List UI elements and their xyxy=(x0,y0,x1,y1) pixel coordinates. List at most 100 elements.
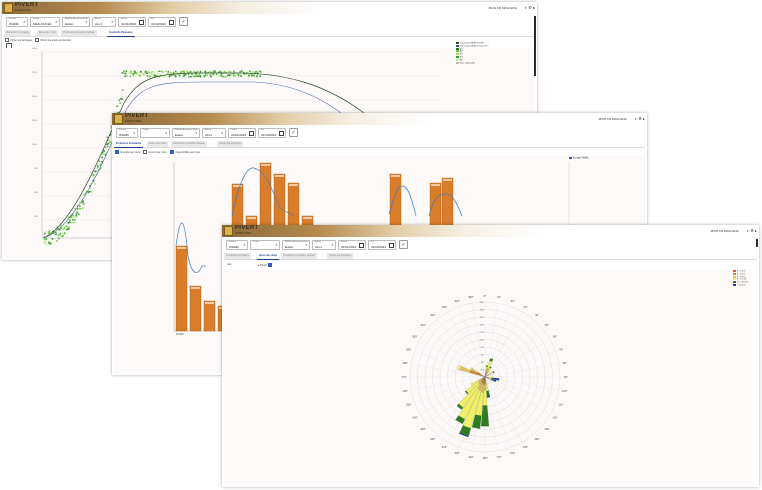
legend-item[interactable]: A5 xyxy=(456,58,463,61)
tab-power-curve[interactable]: Courbe De Puissance xyxy=(217,141,244,147)
checkbox[interactable] xyxy=(143,150,148,155)
field-label: Fin xyxy=(371,241,375,243)
legend-item[interactable]: Theorique MEALOUCE1 ISO xyxy=(456,44,488,47)
scatter-point xyxy=(92,174,95,177)
turbine-select[interactable]: Aerog. ALL1 ▾ xyxy=(312,240,336,250)
legend-item[interactable]: 12 - 15 m/s xyxy=(733,281,748,284)
project-toggle[interactable]: ▸ Projet xyxy=(258,263,273,268)
language-links[interactable]: MOAI FR MOAI ENG xyxy=(710,229,739,233)
model-select[interactable]: Modele Aerogenerateur Eolien ▾ xyxy=(172,128,200,138)
wind-rose-petal xyxy=(492,370,495,374)
turbine-select[interactable]: Aerog. ALL1 ▾ xyxy=(202,128,226,138)
language-links[interactable]: MOAI FR MOAI ENG xyxy=(488,6,517,10)
tab-power-curve[interactable]: Courbe De Puissance xyxy=(327,253,354,259)
tab-global-production[interactable]: Production Cumulative Globale xyxy=(61,30,97,36)
scatter-point xyxy=(155,74,158,77)
sidebar-all-label[interactable]: ALL xyxy=(227,263,232,266)
project-select[interactable]: Projet ▾ xyxy=(140,128,170,138)
project-select[interactable]: Projet ▾ xyxy=(250,240,280,250)
legend-item[interactable]: A3 xyxy=(456,53,463,56)
model-select[interactable]: Modele Aerogenerateur Eolien ▾ xyxy=(62,17,90,27)
model-select[interactable]: Modele Aerogenerateur Eolien ▾ xyxy=(282,240,310,250)
scatter-point xyxy=(101,156,104,159)
wind-rose-petal xyxy=(471,414,482,429)
header-menu-icon[interactable]: ◐ ⚙ ▸ xyxy=(634,116,645,121)
tab-wind-roses[interactable]: Roses des Vents xyxy=(37,30,59,36)
tab-wind-roses[interactable]: Roses des Vents xyxy=(257,253,280,260)
calendar-icon[interactable] xyxy=(169,20,174,25)
checkbox[interactable] xyxy=(5,38,10,43)
legend-item[interactable]: Non exploitable xyxy=(456,61,475,64)
tab-production-cumulative[interactable]: Production Cumulative xyxy=(224,253,252,259)
tab-production-cumulative[interactable]: Production Cumulative xyxy=(114,141,144,148)
compass-label: 280° xyxy=(403,361,408,365)
scatter-point xyxy=(249,70,252,73)
legend-item[interactable]: A4 xyxy=(456,56,463,59)
scatter-point xyxy=(49,234,52,237)
calendar-icon[interactable] xyxy=(359,243,364,248)
legend-item[interactable]: Theorique MEALOUCE1 xyxy=(456,42,484,45)
apply-filters-button[interactable]: ✓ xyxy=(399,240,408,249)
park-select[interactable]: Parque WHMD ▾ xyxy=(6,17,28,27)
scatter-point xyxy=(89,190,92,193)
scatter-point xyxy=(174,75,177,78)
legend-item[interactable]: A1 xyxy=(456,47,463,50)
legend-item[interactable]: > 15 m/s xyxy=(733,284,745,287)
field-label: Debut xyxy=(121,18,127,20)
scatter-point xyxy=(81,207,84,210)
legend-label: > 15 m/s xyxy=(737,284,746,287)
checkbox[interactable] xyxy=(170,150,175,155)
turbine-select[interactable]: Aerog. ALL1 ▾ xyxy=(92,17,116,27)
scatter-point xyxy=(61,235,64,238)
scatter-point xyxy=(116,105,118,108)
start-date-input[interactable]: Debut 01/01/2024 xyxy=(228,128,256,138)
apply-filters-button[interactable]: ✓ xyxy=(179,17,188,26)
scatter-point xyxy=(68,221,70,224)
start-date-input[interactable]: Debut 01/01/2024 xyxy=(118,17,146,27)
scatter-point xyxy=(223,70,226,73)
scatter-point xyxy=(187,73,190,75)
language-links[interactable]: MOAI FR MOAI ENG xyxy=(598,117,627,121)
tab-power-curve[interactable]: Courbe De Puissance xyxy=(107,30,135,37)
header-menu-icon[interactable]: ◐ ⚙ ▸ xyxy=(524,5,535,10)
park-select[interactable]: Parque WHMD ▾ xyxy=(226,240,248,250)
scrollbar[interactable] xyxy=(534,16,536,76)
calendar-icon[interactable] xyxy=(279,131,284,136)
header-menu-icon[interactable]: ◐ ⚙ ▸ xyxy=(746,228,757,233)
scatter-point xyxy=(154,74,157,77)
filter-production-option[interactable]: Filtrer les arrets production xyxy=(35,38,71,43)
scatter-point xyxy=(56,240,58,242)
end-date-input[interactable]: Fin 31/12/2024 xyxy=(368,240,396,250)
calendar-icon[interactable] xyxy=(139,20,144,25)
window-wind-rose: PIVERT CONSULTING MOAI FR MOAI ENG ◐ ⚙ ▸… xyxy=(222,225,759,487)
scrollbar[interactable] xyxy=(756,239,758,247)
legend-item[interactable]: 3 - 6 m/s xyxy=(733,272,746,275)
checkbox[interactable] xyxy=(267,263,272,268)
start-date-input[interactable]: Debut 01/01/2024 xyxy=(338,240,366,250)
legend-item[interactable]: A2 xyxy=(456,50,463,53)
legend-item[interactable]: 0 - 3 m/s xyxy=(733,270,746,273)
legend-item[interactable]: 6 - 9 m/s xyxy=(733,275,746,278)
cumulative-option[interactable]: Cumul par mois xyxy=(143,150,167,155)
availability-option[interactable]: Disponibilite par mois xyxy=(170,150,200,155)
checkbox[interactable] xyxy=(35,38,40,43)
tab-production-cumulative[interactable]: Production Cumulative xyxy=(4,30,32,36)
legend-swatch xyxy=(456,53,459,56)
tab-global-production[interactable]: Production Cumulative Globale xyxy=(281,253,317,259)
tab-wind-roses[interactable]: Roses des Vents xyxy=(147,141,169,147)
checkbox[interactable] xyxy=(115,150,120,155)
calendar-icon[interactable] xyxy=(389,243,394,248)
legend-label: A3 xyxy=(460,53,463,56)
end-date-input[interactable]: Fin 31/12/2024 xyxy=(258,128,286,138)
park-select[interactable]: Parque WHMD ▾ xyxy=(116,128,138,138)
project-select[interactable]: Projet MEALOUCE1 ▾ xyxy=(30,17,60,27)
calendar-icon[interactable] xyxy=(249,131,254,136)
tab-global-production[interactable]: Production Cumulative Globale xyxy=(171,141,207,147)
scatter-point xyxy=(73,219,76,221)
filter-stops-option[interactable]: Filtrer les lachages xyxy=(5,38,32,43)
scatter-point xyxy=(251,74,253,76)
apply-filters-button[interactable]: ✓ xyxy=(289,128,298,137)
end-date-input[interactable]: Fin 31/12/2024 xyxy=(148,17,176,27)
energy-option[interactable]: Energie par mois xyxy=(115,150,140,155)
legend-item[interactable]: 9 - 12 m/s xyxy=(733,278,747,281)
